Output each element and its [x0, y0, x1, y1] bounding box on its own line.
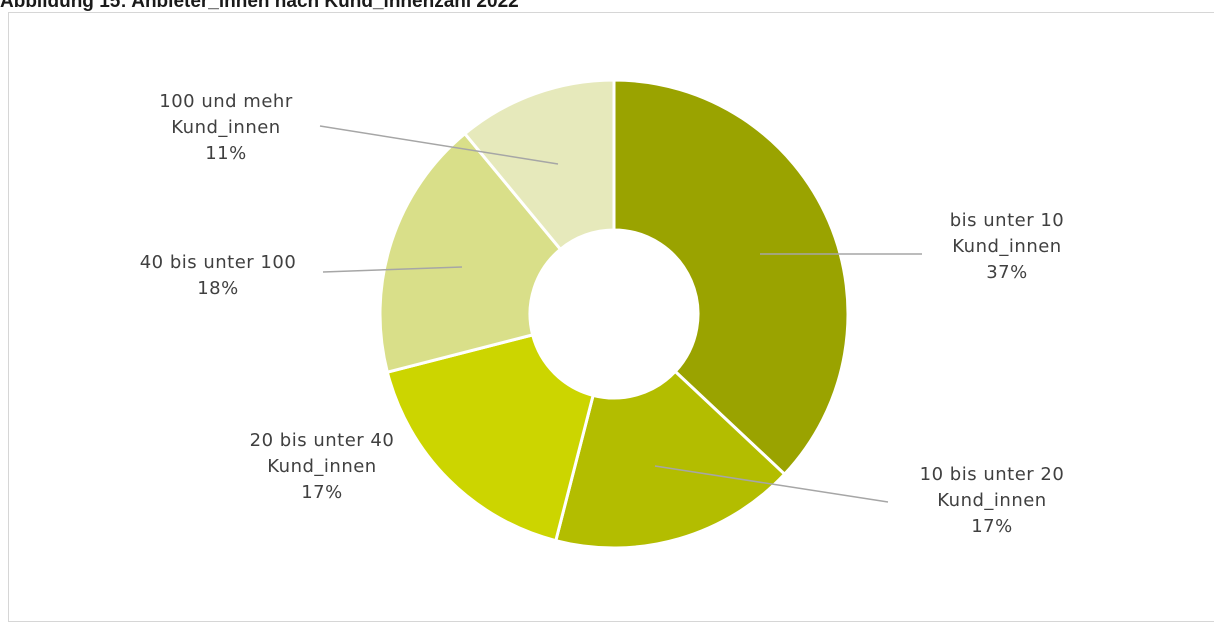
- data-label-3: 20 bis unter 40 Kund_innen 17%: [250, 430, 395, 503]
- data-label-1: bis unter 10 Kund_innen 37%: [950, 210, 1065, 283]
- leader-line-4: [322, 266, 463, 273]
- chart-title: Abbildung 15: Anbieter_innen nach Kund_i…: [0, 0, 519, 12]
- donut-slice-1: [612, 78, 850, 477]
- leader-line-5: [319, 125, 559, 165]
- data-label-2: 10 bis unter 20 Kund_innen 17%: [920, 464, 1065, 537]
- donut-slice-5: [462, 78, 616, 252]
- data-label-4: 40 bis unter 100 18%: [140, 252, 297, 299]
- donut-slice-3: [385, 333, 595, 543]
- donut-slice-4: [378, 131, 563, 375]
- donut-chart: bis unter 10 Kund_innen 37% 10 bis unter 20…: [140, 78, 1065, 550]
- leader-line-2: [654, 465, 889, 503]
- data-label-5: 100 und mehr Kund_innen 11%: [159, 91, 293, 164]
- donut-slice-2: [553, 369, 787, 550]
